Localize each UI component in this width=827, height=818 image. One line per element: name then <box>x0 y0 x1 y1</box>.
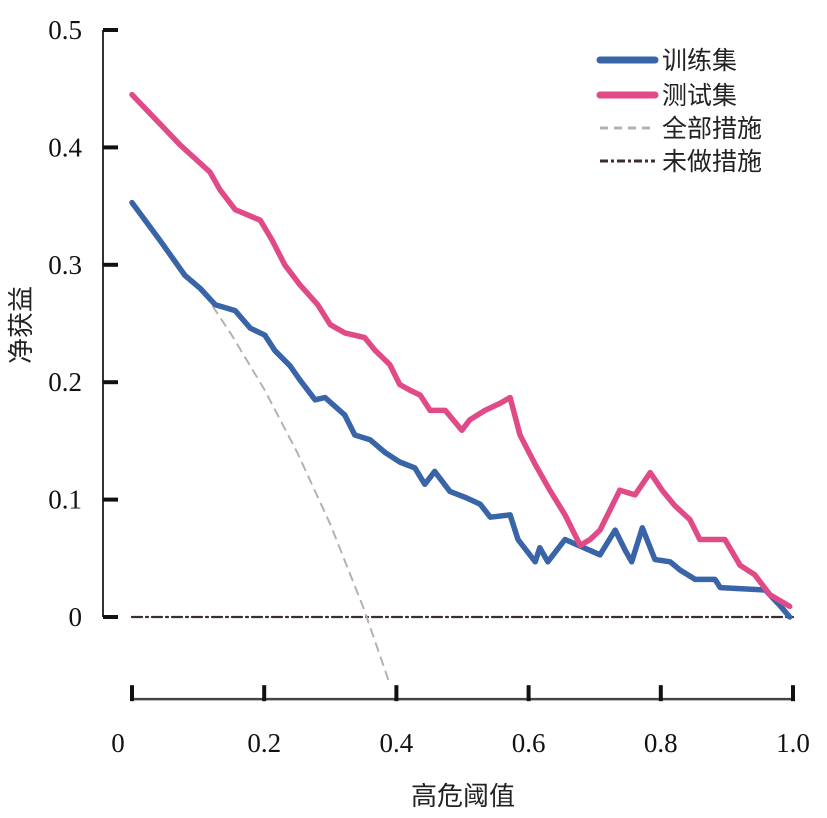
y-tick-label: 0.3 <box>48 250 82 280</box>
x-tick-label: 0.4 <box>380 728 414 758</box>
legend-label: 训练集 <box>662 46 737 75</box>
y-tick-label: 0.4 <box>48 132 82 162</box>
x-tick-label: 0 <box>111 728 125 758</box>
legend-label: 未做措施 <box>662 147 762 176</box>
legend-label: 测试集 <box>662 81 737 110</box>
y-tick-label: 0.1 <box>48 485 82 515</box>
x-axis-title: 高危阈值 <box>411 782 515 812</box>
legend-label: 全部措施 <box>662 114 762 143</box>
x-tick-label: 0.2 <box>247 728 281 758</box>
y-tick-label: 0 <box>69 602 83 632</box>
series-line-2 <box>203 293 391 685</box>
x-tick-label: 1.0 <box>776 728 810 758</box>
y-axis-title: 净获益 <box>7 286 37 364</box>
y-tick-label: 0.2 <box>48 367 82 397</box>
x-tick-label: 0.8 <box>644 728 678 758</box>
y-tick-label: 0.5 <box>48 15 82 45</box>
series-line-0 <box>129 199 793 620</box>
x-tick-label: 0.6 <box>512 728 546 758</box>
series-line-1 <box>129 91 793 610</box>
